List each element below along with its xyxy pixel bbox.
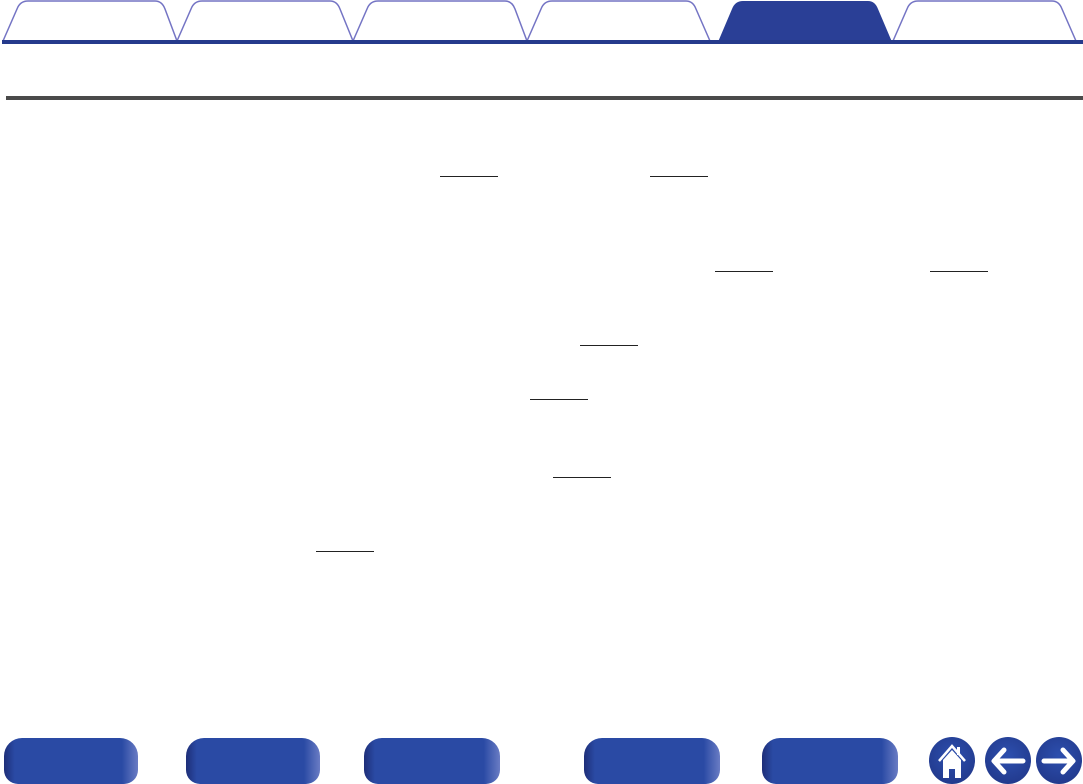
arrow-left-icon [991, 747, 1026, 775]
home-button[interactable] [929, 737, 975, 784]
tab-outlines [2, 0, 1083, 44]
tab-bar [0, 0, 1083, 45]
page-link[interactable] [580, 331, 638, 346]
tab-2[interactable] [178, 0, 356, 41]
page-link[interactable] [930, 257, 988, 272]
tab-baseline [2, 40, 1083, 44]
forward-button[interactable] [1036, 737, 1082, 784]
page-link[interactable] [440, 162, 498, 177]
tab-3[interactable] [353, 0, 531, 41]
arrow-right-icon [1041, 747, 1076, 775]
page-link[interactable] [316, 537, 374, 552]
footer-nav-button-5[interactable] [762, 738, 898, 784]
back-button[interactable] [985, 737, 1031, 784]
tab-1[interactable] [3, 0, 181, 41]
tab-5-active[interactable] [718, 0, 896, 41]
tab-active-fill [718, 1, 892, 42]
page-link[interactable] [553, 463, 611, 478]
page-link[interactable] [530, 385, 588, 400]
footer-nav-button-1[interactable] [4, 738, 138, 784]
home-icon [938, 744, 966, 778]
tab-6[interactable] [895, 0, 1073, 41]
section-divider [6, 96, 1083, 100]
footer-nav-button-2[interactable] [186, 738, 320, 784]
tab-4[interactable] [530, 0, 708, 41]
page-link[interactable] [650, 162, 708, 177]
footer-nav-button-4[interactable] [584, 738, 720, 784]
page-link[interactable] [715, 257, 773, 272]
footer-nav-button-3[interactable] [364, 738, 500, 784]
